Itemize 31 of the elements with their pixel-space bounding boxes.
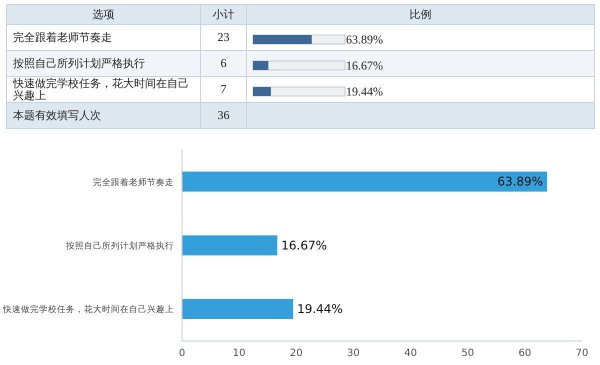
bar — [182, 235, 278, 256]
text: 6 — [201, 51, 247, 77]
x-tick-label: 40 — [404, 348, 417, 360]
text: 比例 — [247, 5, 595, 25]
text: 小计 — [201, 5, 247, 25]
text: 23 — [201, 25, 247, 51]
y-tick-label: 按照自己所列计划严格执行 — [66, 240, 174, 252]
x-tick-label: 30 — [347, 348, 360, 360]
x-tick-label: 0 — [178, 348, 186, 360]
data-label: 19.44% — [297, 302, 343, 316]
text: 7 — [201, 77, 247, 103]
y-tick-label: 快速做完学校任务，花大时间在自己兴趣上 — [2, 304, 174, 316]
x-tick-label: 20 — [290, 348, 303, 360]
text: 36 — [201, 103, 247, 129]
y-tick-label: 快速做完学校任务，花大时间在自己兴趣上 — [7, 76, 201, 103]
x-tick-label: 70 — [576, 348, 588, 360]
y-tick-label: 按照自己所列计划严格执行 — [7, 51, 201, 77]
data-label: 63.89% — [497, 174, 544, 189]
y-tick-label: 完全跟着老师节奏走 — [7, 25, 201, 51]
y-tick-label: 完全跟着老师节奏走 — [93, 176, 174, 188]
text: 选项 — [7, 5, 201, 25]
bar — [182, 298, 294, 319]
data-label: 16.67% — [346, 58, 383, 72]
x-tick-label: 10 — [232, 348, 246, 360]
bar — [182, 172, 548, 192]
x-tick-label: 60 — [518, 348, 532, 360]
data-label: 63.89% — [346, 32, 383, 46]
data-label: 16.67% — [281, 238, 328, 252]
x-tick-label: 50 — [461, 348, 474, 360]
data-label: 19.44% — [346, 84, 383, 98]
y-tick-label: 本题有效填写人次 — [7, 103, 201, 129]
